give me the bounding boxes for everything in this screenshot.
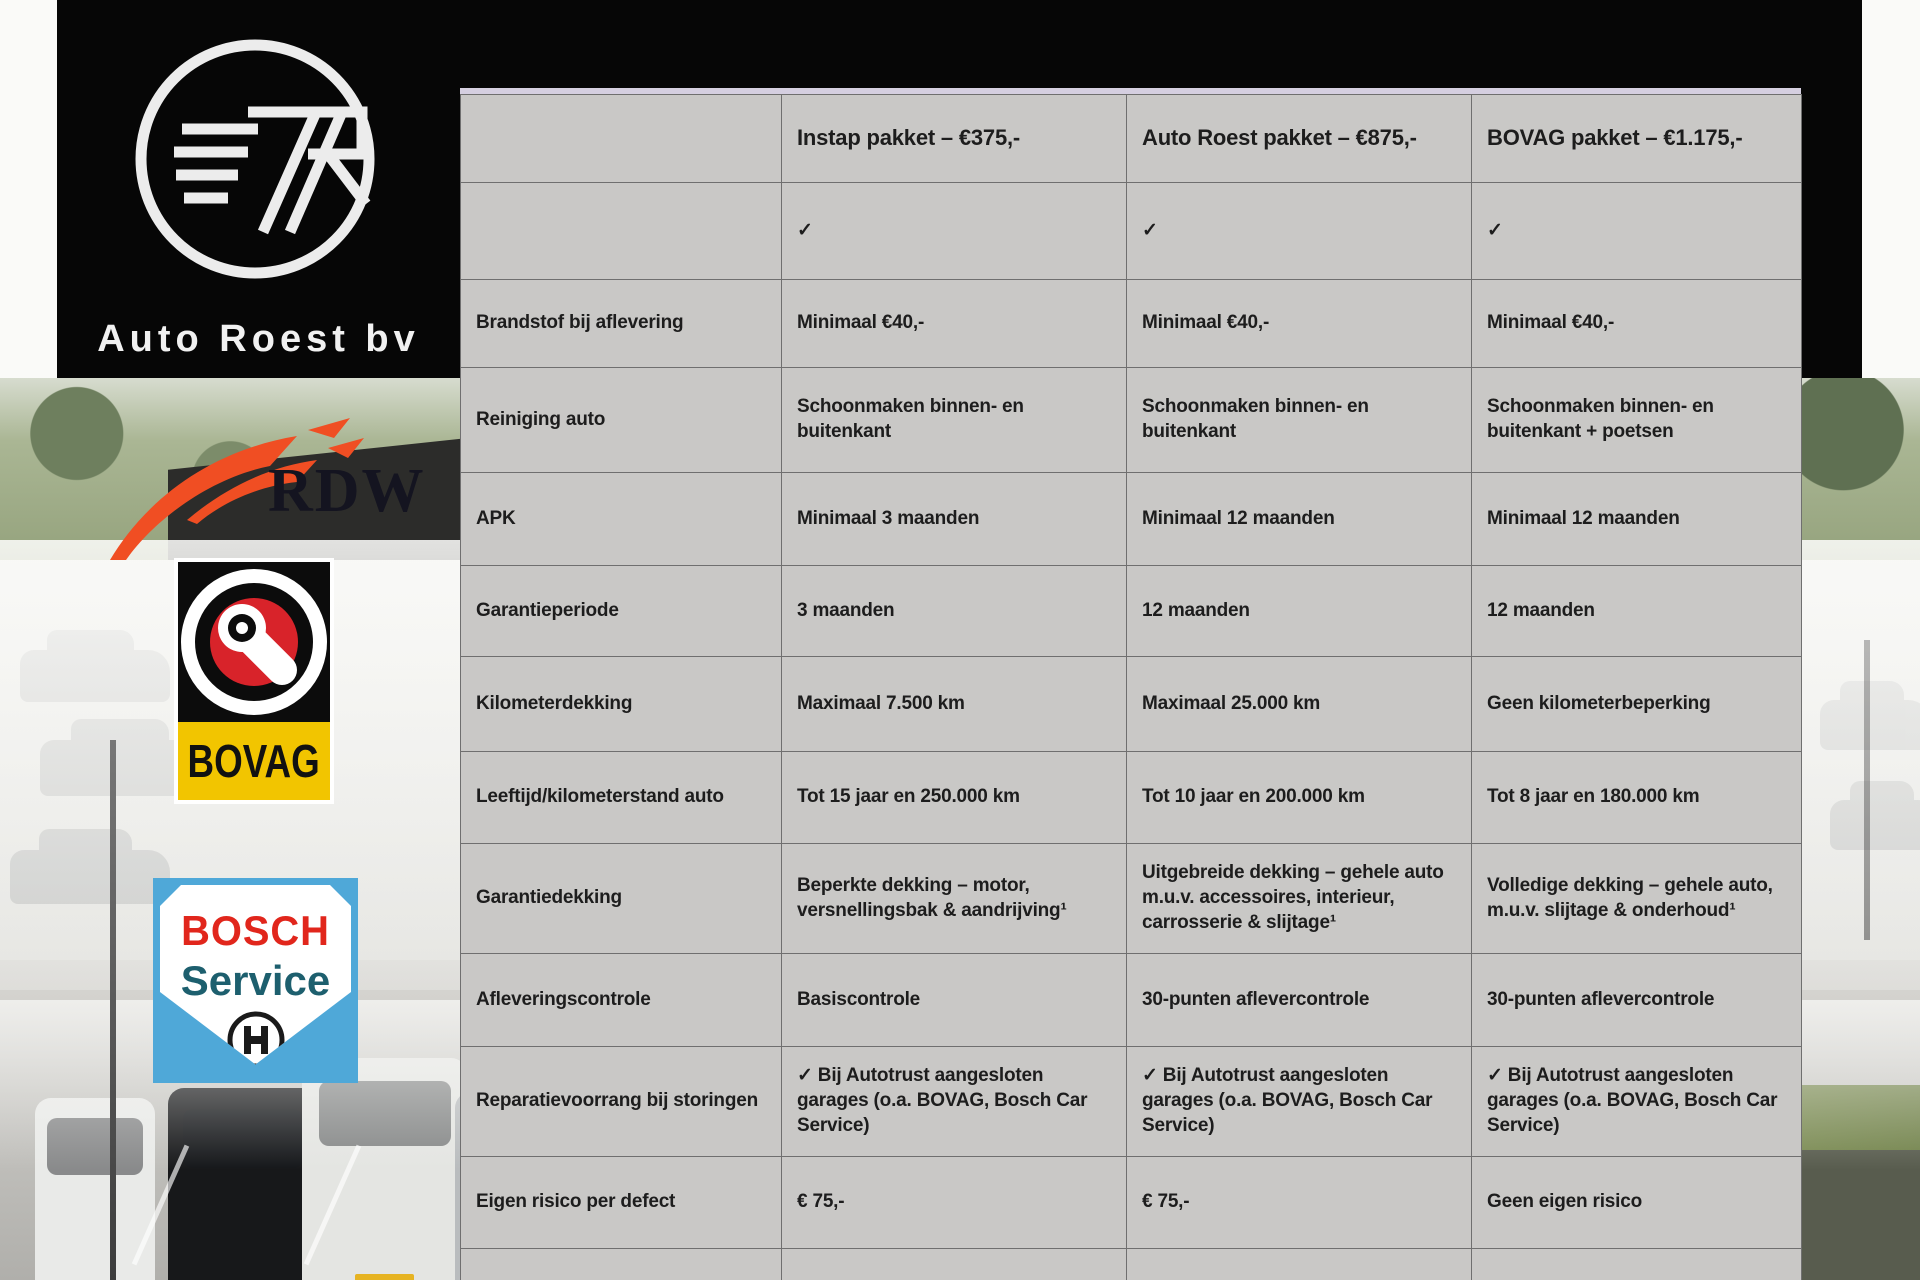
bovag-logo-text: BOVAG <box>187 735 321 787</box>
table-row: APK Minimaal 3 maanden Minimaal 12 maanden… <box>460 472 1802 566</box>
package-value-cell: 3 maanden <box>781 565 1127 657</box>
package-value-cell: ✓ Bij Autotrust aangesloten garages (o.a… <box>781 1046 1127 1157</box>
package-value-cell: Volledige dekking – gehele auto, m.u.v. … <box>1471 843 1802 954</box>
package-value-cell: Basiscontrole <box>781 953 1127 1047</box>
bovag-emblem <box>178 562 330 722</box>
bosch-service-text: Service <box>180 957 331 1004</box>
table-row: Garantiedekking Beperkte dekking – motor,… <box>460 843 1802 954</box>
row-label-cell: Kilometerdekking <box>460 656 782 752</box>
table-row: Kilometerdekking Maximaal 7.500 km Maximaa… <box>460 656 1802 752</box>
package-value-cell: Minimaal €40,- <box>781 279 1127 368</box>
package-value-cell: ✓ <box>781 182 1127 280</box>
background-lamp-post <box>110 740 116 1280</box>
table-row: Garantieperiode 3 maanden 12 maanden 12 maa… <box>460 565 1802 657</box>
package-value-cell: 12 maanden <box>1126 565 1472 657</box>
package-header-auto-roest: Auto Roest pakket – €875,- <box>1126 94 1472 183</box>
package-value-cell: Maximaal 25.000 km <box>1126 656 1472 752</box>
package-value-cell: Maximaal 7.500 km <box>781 656 1127 752</box>
table-row: Eigen bijdrage onderdelenJa²Ja²Geen bijd… <box>460 1248 1802 1280</box>
row-label-cell: Garantiedekking <box>460 843 782 954</box>
row-label-cell: Brandstof bij aflevering <box>460 279 782 368</box>
package-value-cell: Geen bijdrage <box>1471 1248 1802 1280</box>
table-row: Reiniging auto Schoonmaken binnen- en bui… <box>460 367 1802 473</box>
package-value-cell: Tot 15 jaar en 250.000 km <box>781 751 1127 844</box>
background-lamp-post <box>1864 640 1870 940</box>
brand-name: Auto Roest bv <box>97 318 420 360</box>
table-row: Brandstof bij aflevering Minimaal €40,- Mi… <box>460 279 1802 368</box>
table-row: Afleveringscontrole Basiscontrole 30-punte… <box>460 953 1802 1047</box>
rdw-logo: RDW <box>92 408 442 568</box>
row-label-cell: Reiniging auto <box>460 367 782 473</box>
bovag-logo: BOVAG <box>178 562 330 800</box>
table-header-row: Instap pakket – €375,- Auto Roest pakket… <box>460 94 1802 183</box>
package-value-cell: Tot 10 jaar en 200.000 km <box>1126 751 1472 844</box>
package-value-cell: Beperkte dekking – motor, versnellingsba… <box>781 843 1127 954</box>
row-label-cell <box>460 182 782 280</box>
package-value-cell: Geen eigen risico <box>1471 1156 1802 1249</box>
table-row: Leeftijd/kilometerstand auto Tot 15 jaar … <box>460 751 1802 844</box>
package-value-cell: Tot 8 jaar en 180.000 km <box>1471 751 1802 844</box>
row-label-cell: APK <box>460 472 782 566</box>
package-value-cell: Schoonmaken binnen- en buitenkant + poet… <box>1471 367 1802 473</box>
package-value-cell: Schoonmaken binnen- en buitenkant <box>781 367 1127 473</box>
bovag-wrench-icon <box>178 562 330 722</box>
table-row: Reparatievoorrang bij storingen ✓ Bij Aut… <box>460 1046 1802 1157</box>
bosch-shield: BOSCH Service <box>160 885 351 1065</box>
row-label-cell: Garantieperiode <box>460 565 782 657</box>
package-value-cell: ✓ Bij Autotrust aangesloten garages (o.a… <box>1471 1046 1802 1157</box>
auto-roest-7r-logo-icon <box>135 39 375 279</box>
package-value-cell: 30-punten aflevercontrole <box>1126 953 1472 1047</box>
table-row: Eigen risico per defect € 75,- € 75,- Geen … <box>460 1156 1802 1249</box>
rdw-logo-text: RDW <box>268 457 426 525</box>
bosch-logo-text: BOSCH <box>181 907 330 954</box>
package-value-cell: Schoonmaken binnen- en buitenkant <box>1126 367 1472 473</box>
corner-header-cell <box>460 94 782 183</box>
bosch-service-logo: BOSCH Service <box>153 878 358 1083</box>
bosch-armature-icon <box>227 1011 284 1065</box>
package-value-cell: ✓ Bij Autotrust aangesloten garages (o.a… <box>1126 1046 1472 1157</box>
package-value-cell: Minimaal €40,- <box>1471 279 1802 368</box>
package-value-cell: ✓ <box>1471 182 1802 280</box>
row-label-cell: Reparatievoorrang bij storingen <box>460 1046 782 1157</box>
package-value-cell: 12 maanden <box>1471 565 1802 657</box>
package-value-cell: € 75,- <box>1126 1156 1472 1249</box>
row-label-cell: Eigen risico per defect <box>460 1156 782 1249</box>
package-value-cell: Minimaal 12 maanden <box>1471 472 1802 566</box>
package-value-cell: € 75,- <box>781 1156 1127 1249</box>
package-header-instap: Instap pakket – €375,- <box>781 94 1127 183</box>
bovag-yellow-band: BOVAG <box>178 722 330 800</box>
package-value-cell: Minimaal 12 maanden <box>1126 472 1472 566</box>
package-value-cell: Uitgebreide dekking – gehele auto m.u.v.… <box>1126 843 1472 954</box>
package-value-cell: ✓ <box>1126 182 1472 280</box>
package-value-cell: 30-punten aflevercontrole <box>1471 953 1802 1047</box>
rdw-swoosh-icon <box>110 418 364 560</box>
table-row: ✓ ✓ ✓ <box>460 182 1802 280</box>
package-value-cell: Geen kilometerbeperking <box>1471 656 1802 752</box>
package-value-cell: Minimaal €40,- <box>1126 279 1472 368</box>
package-value-cell: Ja² <box>1126 1248 1472 1280</box>
package-comparison-table: Instap pakket – €375,- Auto Roest pakket… <box>460 94 1802 1280</box>
package-header-bovag: BOVAG pakket – €1.175,- <box>1471 94 1802 183</box>
row-label-cell: Leeftijd/kilometerstand auto <box>460 751 782 844</box>
auto-roest-logo: Auto Roest bv <box>57 0 460 378</box>
row-label-cell: Afleveringscontrole <box>460 953 782 1047</box>
package-table-wrap: Instap pakket – €375,- Auto Roest pakket… <box>460 88 1802 1280</box>
package-value-cell: Ja² <box>781 1248 1127 1280</box>
package-value-cell: Minimaal 3 maanden <box>781 472 1127 566</box>
row-label-cell: Eigen bijdrage onderdelen <box>460 1248 782 1280</box>
